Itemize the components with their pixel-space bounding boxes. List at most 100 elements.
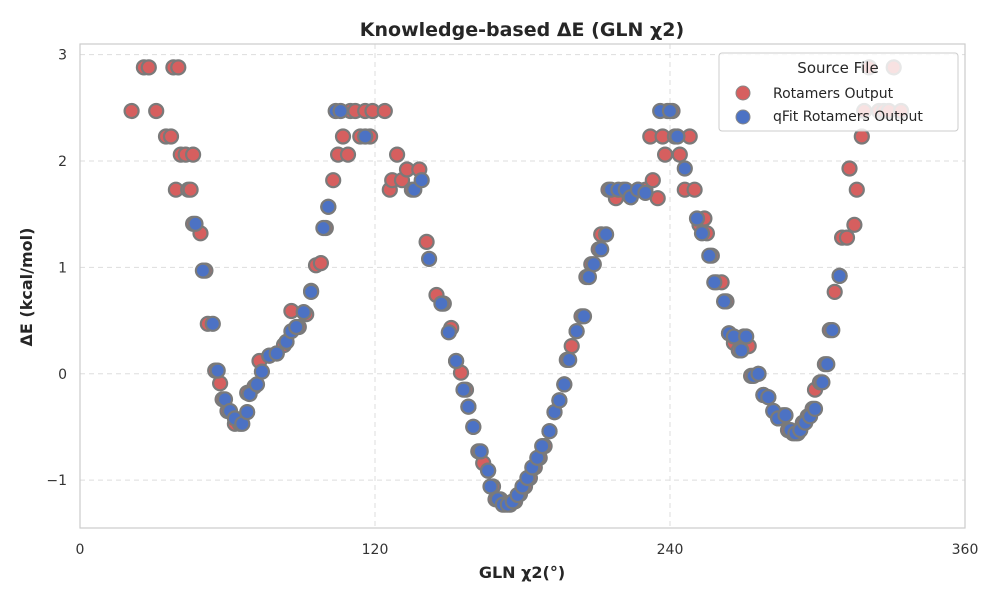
- data-point: [334, 128, 352, 145]
- data-point: [332, 102, 349, 120]
- data-point: [846, 216, 863, 233]
- data-point: [760, 389, 777, 406]
- data-point: [339, 146, 357, 163]
- x-tick-label: 240: [657, 542, 684, 558]
- data-point: [376, 102, 393, 120]
- data-point: [472, 443, 489, 460]
- legend: Source File Rotamers Output qFit Rotamer…: [718, 52, 959, 132]
- data-point: [738, 328, 755, 345]
- data-point: [303, 283, 320, 300]
- data-point: [204, 315, 221, 332]
- data-point: [413, 172, 430, 189]
- data-point: [826, 283, 843, 300]
- data-point: [575, 308, 593, 325]
- data-point: [315, 219, 332, 237]
- data-point: [148, 102, 165, 120]
- data-point: [212, 375, 229, 392]
- data-point: [556, 376, 573, 393]
- data-point: [541, 423, 558, 440]
- data-point: [824, 322, 841, 339]
- legend-label-rotamers: Rotamers Output: [773, 86, 894, 102]
- data-point: [209, 362, 226, 379]
- data-point: [661, 102, 679, 120]
- data-point: [593, 241, 610, 258]
- data-point: [288, 318, 305, 336]
- legend-label-qfit: qFit Rotamers Output: [773, 109, 923, 125]
- data-point: [693, 225, 711, 242]
- data-point: [563, 338, 580, 355]
- data-point: [534, 438, 551, 455]
- data-point: [701, 247, 718, 264]
- data-point: [418, 233, 435, 250]
- x-tick-label: 120: [362, 542, 389, 558]
- data-point: [806, 400, 824, 417]
- x-axis-title: GLN χ2(°): [479, 563, 565, 582]
- tick-labels: −1 0 1 2 3 0 120 240 360: [46, 48, 978, 558]
- data-point: [253, 363, 270, 380]
- data-point: [777, 407, 794, 424]
- legend-title: Source File: [797, 59, 878, 77]
- legend-marker-rotamers: [735, 85, 751, 101]
- data-point: [421, 250, 438, 267]
- data-point: [295, 304, 312, 321]
- data-point: [480, 462, 497, 479]
- data-point: [669, 128, 686, 145]
- y-tick-label: 1: [58, 260, 67, 276]
- data-point: [268, 345, 285, 362]
- data-point: [706, 274, 723, 291]
- data-point: [568, 323, 585, 340]
- data-point: [819, 356, 836, 373]
- x-tick-label: 360: [952, 542, 979, 558]
- data-point: [194, 262, 211, 279]
- data-point: [671, 146, 688, 163]
- data-point: [448, 352, 465, 370]
- data-point: [465, 418, 482, 435]
- data-point: [688, 210, 706, 227]
- data-point: [123, 102, 140, 120]
- data-point: [325, 172, 342, 189]
- data-point: [482, 478, 499, 495]
- y-axis-title: ΔE (kcal/mol): [17, 228, 36, 347]
- data-point: [140, 59, 157, 76]
- data-point: [733, 342, 750, 359]
- data-point: [814, 374, 831, 391]
- data-point: [831, 267, 848, 284]
- data-point: [644, 172, 661, 189]
- x-tick-label: 0: [76, 542, 85, 558]
- y-tick-label: 2: [58, 154, 67, 170]
- plot-frame: [79, 43, 966, 529]
- data-point: [848, 181, 865, 198]
- data-point: [585, 256, 602, 273]
- data-point: [162, 128, 180, 145]
- data-point: [185, 146, 202, 163]
- data-point: [312, 255, 329, 272]
- data-point: [637, 184, 654, 201]
- data-point: [686, 181, 703, 198]
- data-point: [676, 160, 693, 177]
- legend-marker-qfit: [735, 109, 751, 125]
- data-point: [320, 198, 337, 215]
- data-point: [187, 215, 204, 232]
- y-tick-label: −1: [46, 473, 67, 489]
- data-point: [433, 295, 450, 312]
- legend-box: [718, 52, 959, 132]
- data-point: [561, 351, 578, 368]
- data-point: [389, 146, 406, 163]
- data-point: [853, 128, 870, 145]
- data-point: [750, 365, 767, 382]
- data-point: [182, 181, 199, 198]
- data-point: [170, 59, 187, 76]
- data-point: [656, 146, 674, 163]
- data-point: [460, 398, 477, 415]
- y-tick-label: 3: [58, 48, 67, 64]
- data-point: [551, 392, 568, 409]
- data-point: [440, 324, 457, 341]
- y-tick-label: 0: [58, 367, 67, 383]
- data-point: [715, 293, 733, 310]
- chart-title: Knowledge-based ΔE (GLN χ2): [360, 19, 684, 41]
- data-point: [455, 381, 472, 398]
- data-point: [838, 229, 856, 246]
- data-point: [239, 404, 256, 421]
- data-point: [597, 226, 615, 243]
